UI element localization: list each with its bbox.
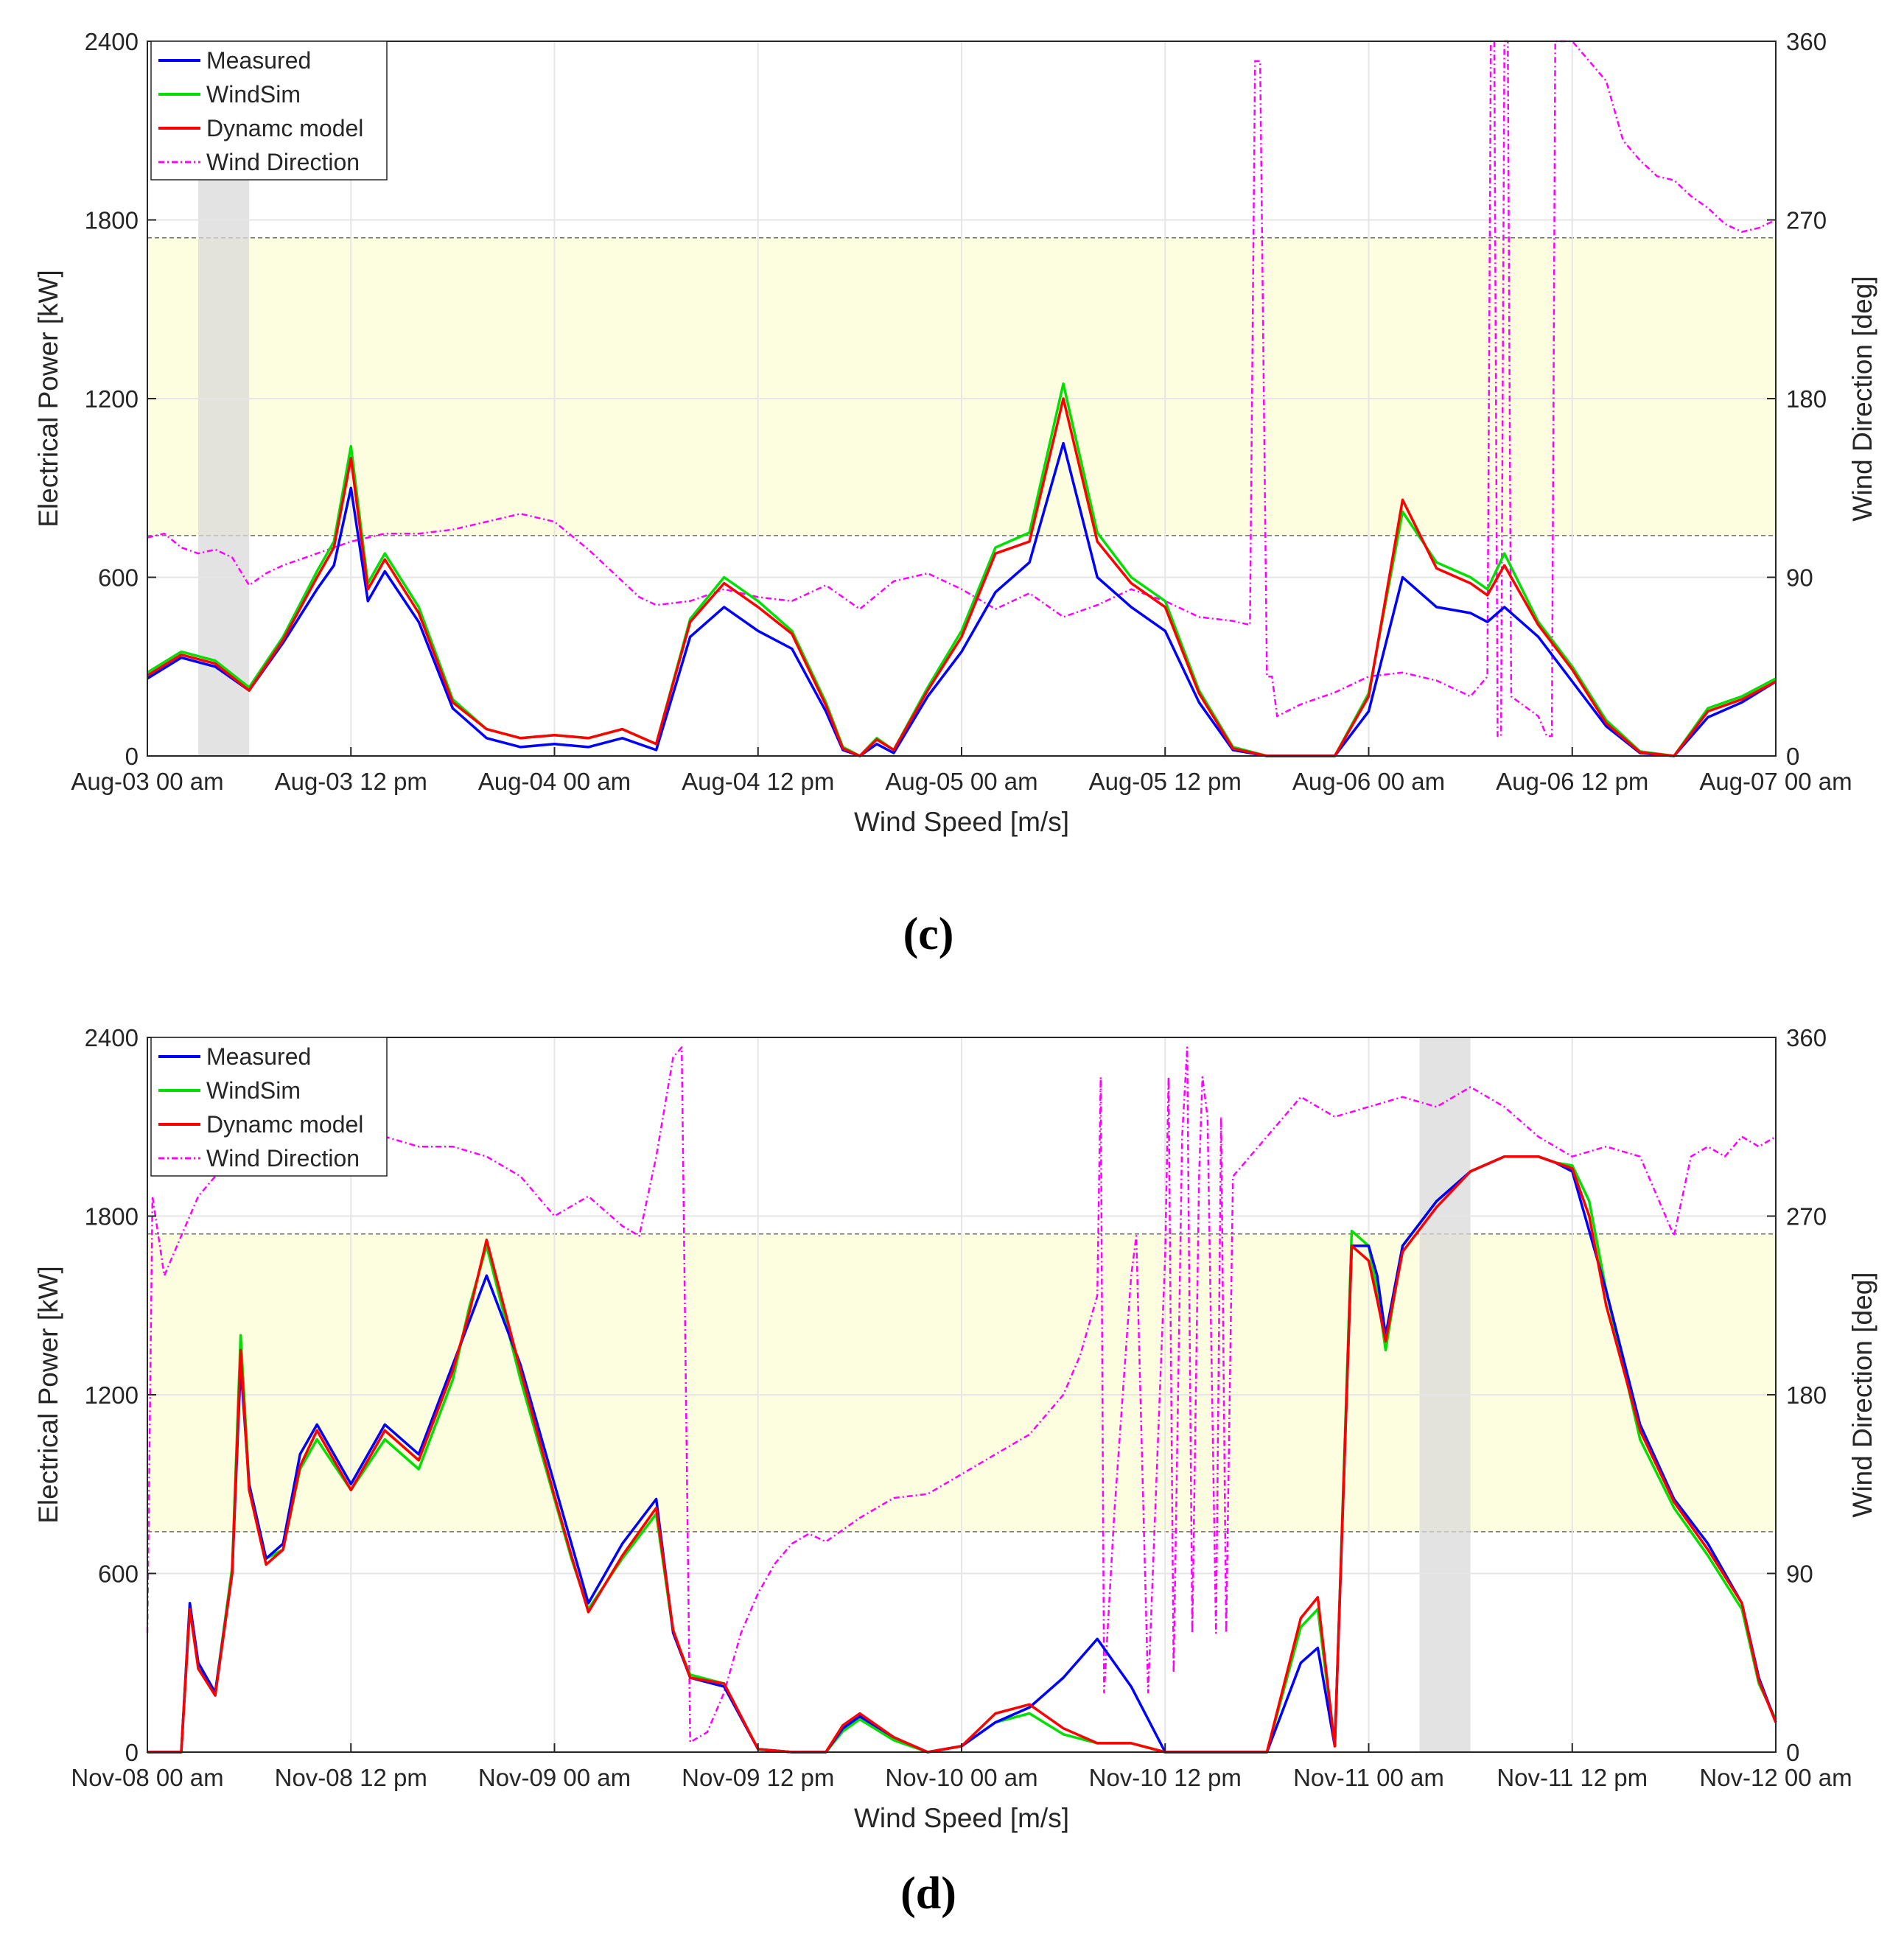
y-tick-label: 1800 bbox=[85, 1203, 139, 1230]
x-tick-label: Nov-12 00 am bbox=[1699, 1764, 1852, 1791]
y-tick-label: 600 bbox=[98, 564, 139, 592]
x-axis-label: Wind Speed [m/s] bbox=[854, 807, 1069, 837]
legend-label-direction: Wind Direction bbox=[206, 1145, 360, 1172]
chart-panel-d: 0 600 1200 1800 2400 0 90 180 270 360 Nov-08 00 … bbox=[33, 1024, 1877, 1919]
y2-tick-label: 360 bbox=[1786, 28, 1827, 55]
y-axis-label: Electrical Power [kW] bbox=[33, 270, 63, 528]
y-tick-label: 600 bbox=[98, 1561, 139, 1588]
right-y-ticks: 0 90 180 270 360 bbox=[1767, 28, 1827, 770]
series-line-wind-direction bbox=[147, 40, 1777, 738]
right-y-ticks: 0 90 180 270 360 bbox=[1767, 1024, 1827, 1766]
left-y-ticks: 0 600 1200 1800 2400 bbox=[85, 28, 156, 770]
y2-tick-label: 0 bbox=[1786, 743, 1799, 770]
x-tick-label: Nov-09 12 pm bbox=[682, 1764, 834, 1791]
y-tick-label: 1200 bbox=[85, 385, 139, 413]
x-tick-label: Nov-11 12 pm bbox=[1497, 1764, 1648, 1791]
x-tick-label: Aug-06 12 pm bbox=[1496, 768, 1648, 795]
panel-label-c: (c) bbox=[903, 909, 954, 959]
y2-tick-label: 360 bbox=[1786, 1024, 1827, 1051]
x-tick-label: Aug-03 12 pm bbox=[275, 768, 427, 795]
y2-tick-label: 270 bbox=[1786, 207, 1827, 234]
x-tick-label: Nov-11 00 am bbox=[1293, 1764, 1444, 1791]
series-line-measured bbox=[147, 441, 1777, 757]
x-tick-label: Nov-10 12 pm bbox=[1089, 1764, 1242, 1791]
y-axis-label: Electrical Power [kW] bbox=[33, 1266, 63, 1524]
chart-panel-c: 0 600 1200 1800 2400 0 90 180 270 360 Aug-03 00 … bbox=[33, 28, 1877, 959]
y2-tick-label: 180 bbox=[1786, 385, 1827, 413]
x-ticks: Nov-08 00 am Nov-08 12 pm Nov-09 00 am Nov-… bbox=[71, 1743, 1852, 1791]
y-tick-label: 2400 bbox=[85, 1024, 139, 1051]
x-tick-label: Aug-04 12 pm bbox=[682, 768, 834, 795]
y2-tick-label: 270 bbox=[1786, 1203, 1827, 1230]
series-line-wind-direction bbox=[146, 1046, 1777, 1743]
grid bbox=[147, 41, 1776, 756]
x-tick-label: Nov-08 12 pm bbox=[275, 1764, 427, 1791]
x-tick-label: Aug-04 00 am bbox=[478, 768, 631, 795]
y2-axis-label: Wind Direction [deg] bbox=[1847, 1272, 1877, 1517]
y-tick-label: 1800 bbox=[85, 207, 139, 234]
legend-label-windsim: WindSim bbox=[206, 1077, 301, 1104]
left-y-ticks: 0 600 1200 1800 2400 bbox=[85, 1024, 156, 1766]
legend-label-dynamic: Dynamc model bbox=[206, 115, 363, 141]
x-axis-label: Wind Speed [m/s] bbox=[854, 1803, 1069, 1833]
series-lines bbox=[147, 40, 1777, 757]
x-tick-label: Nov-10 00 am bbox=[885, 1764, 1037, 1791]
legend-box bbox=[150, 41, 388, 181]
y2-axis-label: Wind Direction [deg] bbox=[1847, 276, 1877, 521]
y-tick-label: 0 bbox=[125, 1739, 139, 1766]
panel-label-d: (d) bbox=[900, 1869, 956, 1919]
legend: Measured WindSim Dynamc model Wind Direc… bbox=[150, 41, 388, 181]
legend-label-windsim: WindSim bbox=[206, 81, 301, 108]
y-tick-label: 0 bbox=[125, 743, 139, 770]
legend-label-measured: Measured bbox=[206, 47, 311, 74]
y2-tick-label: 0 bbox=[1786, 1739, 1799, 1766]
x-tick-label: Aug-05 12 pm bbox=[1089, 768, 1242, 795]
y2-tick-label: 90 bbox=[1786, 1561, 1813, 1588]
y-tick-label: 2400 bbox=[85, 28, 139, 55]
y-tick-label: 1200 bbox=[85, 1382, 139, 1409]
x-tick-label: Nov-08 00 am bbox=[71, 1764, 223, 1791]
legend-box bbox=[150, 1037, 388, 1177]
x-tick-label: Aug-05 00 am bbox=[885, 768, 1037, 795]
x-tick-label: Aug-06 00 am bbox=[1292, 768, 1445, 795]
series-line-dynamc-model bbox=[147, 397, 1777, 757]
x-tick-label: Aug-07 00 am bbox=[1699, 768, 1852, 795]
legend: Measured WindSim Dynamc model Wind Direc… bbox=[150, 1037, 388, 1177]
x-tick-label: Aug-03 00 am bbox=[71, 768, 223, 795]
y2-tick-label: 90 bbox=[1786, 564, 1813, 592]
x-ticks: Aug-03 00 am Aug-03 12 pm Aug-04 00 am Aug-… bbox=[71, 747, 1852, 795]
legend-label-dynamic: Dynamc model bbox=[206, 1111, 363, 1138]
legend-label-measured: Measured bbox=[206, 1043, 311, 1070]
x-tick-label: Nov-09 00 am bbox=[478, 1764, 631, 1791]
y2-tick-label: 180 bbox=[1786, 1382, 1827, 1409]
legend-label-direction: Wind Direction bbox=[206, 149, 360, 175]
